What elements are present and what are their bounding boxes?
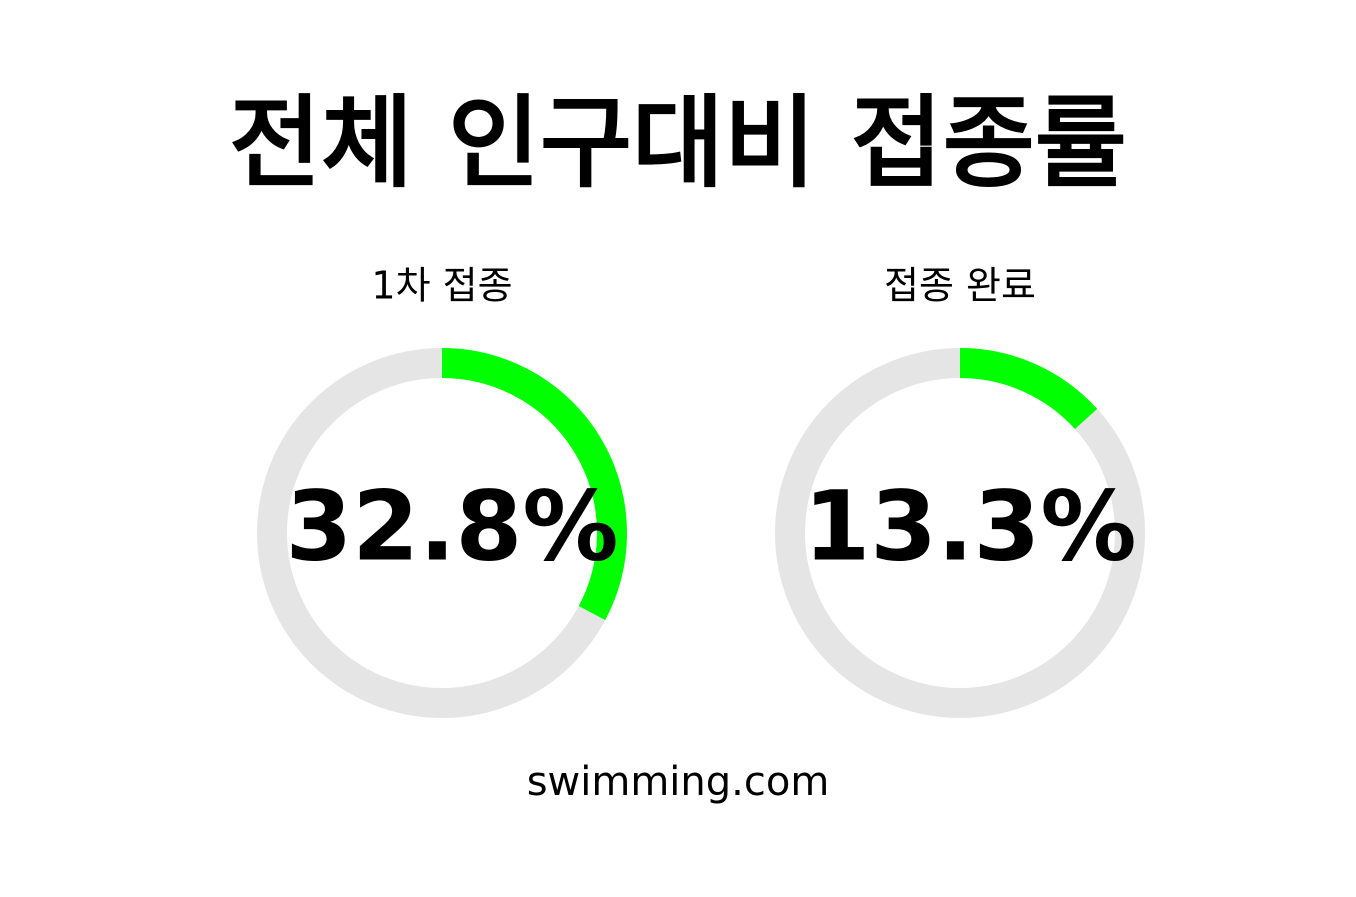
gauge-value: 32.8% <box>285 470 618 582</box>
page-title: 전체 인구대비 접종률 <box>229 84 1127 201</box>
gauge-value: 13.3% <box>803 470 1136 582</box>
gauge-arc <box>441 348 627 621</box>
footer: swimming.com <box>527 759 830 805</box>
gauge-label: 접종 완료 <box>884 264 1036 308</box>
gauge-label: 1차 접종 <box>371 264 512 308</box>
gauge-arc <box>959 348 1098 430</box>
